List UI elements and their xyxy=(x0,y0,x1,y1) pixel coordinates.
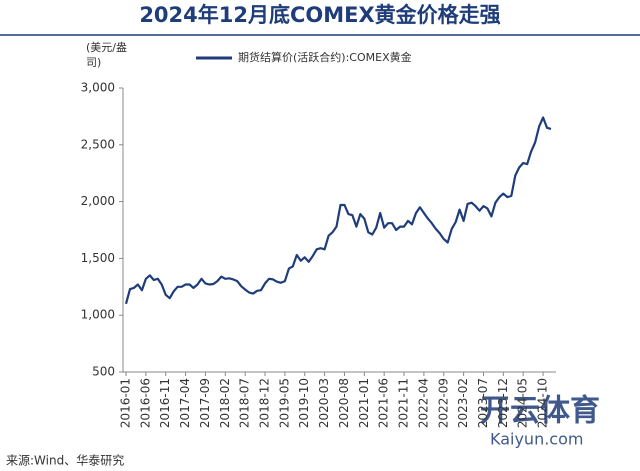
x-tick-label: 2020-03 xyxy=(317,378,331,428)
y-axis-label: (美元/盎司) xyxy=(86,41,127,69)
x-tick-label: 2024-10 xyxy=(536,378,550,428)
x-tick-label: 2021-01 xyxy=(357,378,371,428)
x-tick-label: 2016-11 xyxy=(158,378,172,428)
legend-label: 期货结算价(活跃合约):COMEX黄金 xyxy=(238,50,412,64)
x-tick-label: 2019-05 xyxy=(277,378,291,428)
x-tick-label: 2016-01 xyxy=(119,378,133,428)
y-tick-label: 2,000 xyxy=(81,194,115,208)
source: 来源:Wind、华泰研究 xyxy=(6,453,124,468)
x-tick-label: 2023-07 xyxy=(476,378,490,428)
chart-title: 2024年12月底COMEX黄金价格走强 xyxy=(139,3,500,27)
data-line xyxy=(124,116,552,305)
y-tick-label: 3,000 xyxy=(81,81,115,95)
x-tick-label: 2017-09 xyxy=(198,378,212,428)
x-tick-label: 2023-12 xyxy=(496,378,510,428)
x-tick-label: 2024-05 xyxy=(516,378,530,428)
x-tick-label: 2022-04 xyxy=(416,378,430,428)
x-tick-label: 2022-09 xyxy=(436,378,450,428)
x-tick-label: 2021-06 xyxy=(377,378,391,428)
x-tick-label: 2016-06 xyxy=(138,378,152,428)
x-tick-label: 2018-12 xyxy=(258,378,272,428)
y-tick-label: 2,500 xyxy=(81,137,115,151)
watermark-url: Kaiyun.com xyxy=(490,430,583,449)
y-tick-label: 1,000 xyxy=(81,308,115,322)
x-tick-label: 2018-07 xyxy=(238,378,252,428)
watermark-name: 开云体育 xyxy=(480,394,600,429)
y-tick-label: 500 xyxy=(92,365,115,379)
x-tick-label: 2023-02 xyxy=(456,378,470,428)
x-tick-label: 2020-08 xyxy=(337,378,351,428)
x-tick-label: 2019-10 xyxy=(297,378,311,428)
x-tick-label: 2017-04 xyxy=(178,378,192,428)
x-tick-label: 2021-11 xyxy=(397,378,411,428)
y-tick-label: 1,500 xyxy=(81,251,115,265)
x-tick-label: 2018-02 xyxy=(218,378,232,428)
